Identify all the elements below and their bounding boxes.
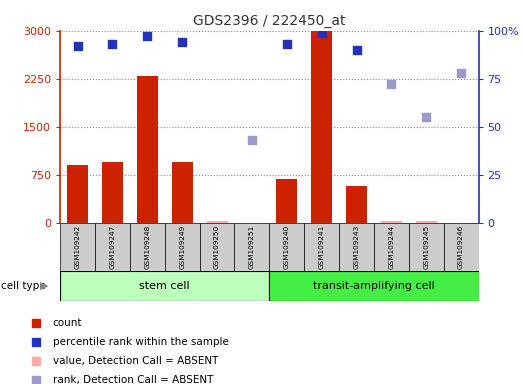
Bar	[346, 185, 367, 223]
Point	[353, 47, 361, 53]
Bar	[137, 76, 158, 223]
Bar	[102, 162, 123, 223]
Text: GSM109240: GSM109240	[284, 225, 290, 269]
Bar	[130, 223, 165, 271]
Text: cell type: cell type	[1, 281, 46, 291]
Bar	[339, 223, 374, 271]
Text: GSM109249: GSM109249	[179, 225, 185, 269]
Text: GSM109241: GSM109241	[319, 225, 325, 269]
Point	[387, 81, 395, 88]
Text: ▶: ▶	[40, 281, 48, 291]
Point	[317, 30, 326, 36]
Point	[457, 70, 465, 76]
Bar	[165, 223, 200, 271]
Point	[73, 43, 82, 49]
Bar	[269, 271, 479, 301]
Text: count: count	[53, 318, 82, 328]
Text: GSM109250: GSM109250	[214, 225, 220, 269]
Bar	[60, 271, 269, 301]
Text: stem cell: stem cell	[140, 281, 190, 291]
Bar	[67, 165, 88, 223]
Bar	[200, 223, 234, 271]
Text: GSM109242: GSM109242	[75, 225, 81, 269]
Text: GSM109243: GSM109243	[354, 225, 359, 269]
Bar	[207, 221, 228, 223]
Text: GSM109244: GSM109244	[389, 225, 394, 269]
Text: GSM109246: GSM109246	[458, 225, 464, 269]
Bar	[311, 31, 332, 223]
Bar	[416, 222, 437, 223]
Text: transit-amplifying cell: transit-amplifying cell	[313, 281, 435, 291]
Bar	[269, 223, 304, 271]
Point	[108, 41, 117, 47]
Title: GDS2396 / 222450_at: GDS2396 / 222450_at	[193, 14, 346, 28]
Text: value, Detection Call = ABSENT: value, Detection Call = ABSENT	[53, 356, 218, 366]
Point	[422, 114, 430, 120]
Text: GSM109251: GSM109251	[249, 225, 255, 269]
Text: GSM109247: GSM109247	[109, 225, 116, 269]
Bar	[304, 223, 339, 271]
Point	[248, 137, 256, 143]
Point	[143, 33, 152, 40]
Bar	[444, 223, 479, 271]
Bar	[172, 162, 192, 223]
Point	[282, 41, 291, 47]
Text: percentile rank within the sample: percentile rank within the sample	[53, 337, 229, 347]
Bar	[95, 223, 130, 271]
Bar	[234, 223, 269, 271]
Bar	[374, 223, 409, 271]
Bar	[381, 221, 402, 223]
Text: rank, Detection Call = ABSENT: rank, Detection Call = ABSENT	[53, 375, 213, 384]
Point	[178, 39, 186, 45]
Text: GSM109245: GSM109245	[423, 225, 429, 269]
Bar	[409, 223, 444, 271]
Text: GSM109248: GSM109248	[144, 225, 150, 269]
Bar	[276, 179, 297, 223]
Bar	[60, 223, 95, 271]
